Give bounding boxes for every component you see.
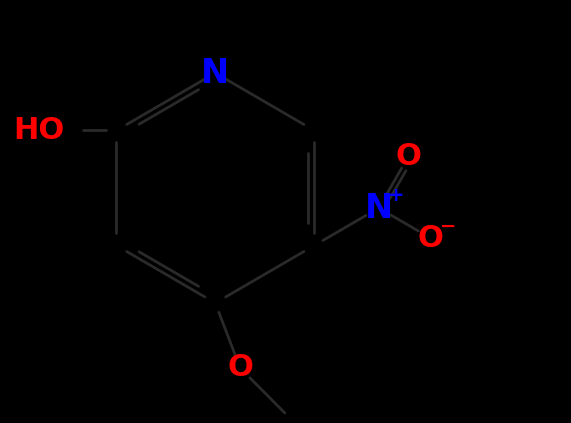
Text: N: N xyxy=(365,192,393,225)
Text: HO: HO xyxy=(14,116,65,145)
Text: O: O xyxy=(417,223,443,253)
Text: O: O xyxy=(227,354,253,382)
Text: O: O xyxy=(396,142,421,170)
Text: N: N xyxy=(201,57,230,90)
Text: +: + xyxy=(388,186,404,204)
Text: −: − xyxy=(440,217,456,236)
